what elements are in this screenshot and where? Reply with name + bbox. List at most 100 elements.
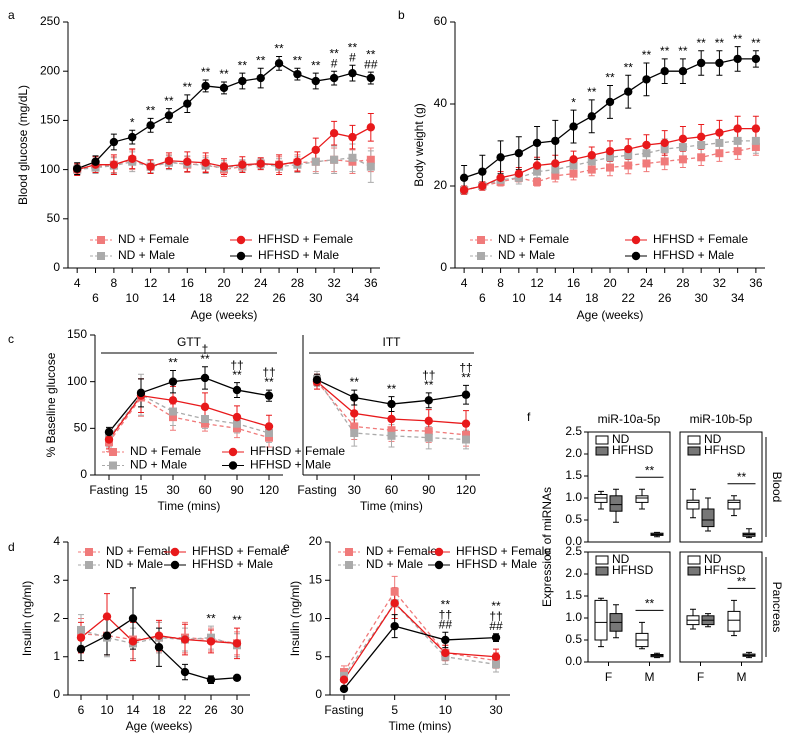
x-tick-label: 5 xyxy=(391,703,398,717)
data-point xyxy=(642,140,651,150)
box xyxy=(727,499,741,510)
significance-mark: †† xyxy=(262,365,275,379)
data-point xyxy=(350,429,359,437)
legend-marker xyxy=(631,251,641,261)
data-point xyxy=(587,151,596,160)
data-point xyxy=(72,164,82,173)
x-tick-label: Fasting xyxy=(297,483,336,497)
data-point xyxy=(339,684,349,694)
data-point xyxy=(128,637,138,646)
series-line xyxy=(108,396,270,443)
data-point xyxy=(232,673,242,682)
x-tick-label: 32 xyxy=(713,276,727,290)
significance-mark: ** xyxy=(424,378,434,392)
data-point xyxy=(348,153,357,162)
legend-marker xyxy=(345,561,353,569)
data-point xyxy=(387,426,396,435)
data-point xyxy=(264,391,274,400)
data-point xyxy=(77,625,85,634)
significance-mark: ## xyxy=(489,619,503,633)
x-tick-label: 18 xyxy=(585,291,599,305)
y-tick-label: 20 xyxy=(309,534,323,548)
y-tick-label: 60 xyxy=(434,14,448,28)
data-point xyxy=(206,675,216,684)
section-title: ITT xyxy=(383,335,402,349)
y-tick-label: 250 xyxy=(40,14,60,28)
panel-letter: e xyxy=(283,540,290,554)
significance-mark: ## xyxy=(364,57,378,71)
data-point xyxy=(569,169,578,178)
facet-frame xyxy=(679,551,763,663)
y-tick-label: 5 xyxy=(315,649,322,663)
significance-mark: ** xyxy=(660,44,670,58)
data-point xyxy=(606,163,614,172)
data-point xyxy=(390,587,399,596)
legend-marker xyxy=(434,560,444,570)
significance-mark: ** xyxy=(164,94,174,108)
data-point xyxy=(256,159,265,168)
significance-mark: ** xyxy=(219,67,229,81)
legend-marker xyxy=(109,448,117,456)
data-point xyxy=(733,124,742,133)
x-tick-label: 14 xyxy=(162,291,176,305)
significance-mark: ** xyxy=(751,36,761,50)
data-point xyxy=(206,637,216,646)
data-point xyxy=(311,76,320,86)
data-point xyxy=(642,75,651,84)
data-point xyxy=(136,388,146,398)
data-point xyxy=(605,146,615,156)
data-point xyxy=(751,54,761,64)
x-tick-label: Fasting xyxy=(89,483,128,497)
x-tick-label: 16 xyxy=(181,276,195,290)
x-tick-label: 8 xyxy=(497,276,504,290)
data-point xyxy=(715,149,724,158)
significance-mark: ** xyxy=(274,42,284,56)
y-tick-label: 0 xyxy=(440,260,447,274)
x-tick-label: 10 xyxy=(512,291,526,305)
significance-mark: ** xyxy=(348,40,358,54)
data-point xyxy=(715,138,724,147)
data-point xyxy=(424,396,433,405)
data-point xyxy=(551,171,560,180)
significance-mark: ** xyxy=(642,48,652,62)
data-point xyxy=(154,631,164,640)
legend-marker xyxy=(170,560,180,570)
data-point xyxy=(642,159,651,168)
box xyxy=(686,499,700,510)
legend-label: HFHSD + Male xyxy=(258,248,339,262)
data-point xyxy=(606,153,614,162)
significance-mark: †† xyxy=(422,368,435,382)
data-point xyxy=(350,422,359,431)
data-point xyxy=(514,169,524,178)
data-point xyxy=(348,68,357,78)
legend-label: ND xyxy=(612,432,630,446)
data-point xyxy=(232,412,242,422)
data-point xyxy=(128,614,138,623)
x-tick-label: 120 xyxy=(456,483,476,497)
data-point xyxy=(366,155,375,164)
data-point xyxy=(76,633,86,642)
data-point xyxy=(109,160,119,169)
data-point xyxy=(660,157,669,166)
data-point xyxy=(238,160,247,169)
data-point xyxy=(366,162,375,171)
legend-label: ND + Female xyxy=(130,444,201,458)
legend-marker xyxy=(631,235,641,245)
data-point xyxy=(696,132,706,141)
significance-mark: ** xyxy=(605,71,615,85)
y-tick-label: 2.5 xyxy=(565,424,582,438)
data-point xyxy=(329,73,339,83)
data-point xyxy=(715,58,724,68)
legend-label: ND + Female xyxy=(106,544,177,558)
data-point xyxy=(751,143,760,152)
x-tick-label: 24 xyxy=(640,276,654,290)
data-point xyxy=(201,415,209,423)
legend-label: HFHSD xyxy=(704,443,746,457)
legend-swatch xyxy=(595,435,609,445)
legend-label: ND + Male xyxy=(130,458,187,472)
data-point xyxy=(201,158,210,167)
x-tick-label: 30 xyxy=(489,703,503,717)
legend-swatch xyxy=(687,555,701,565)
data-point xyxy=(183,99,192,108)
